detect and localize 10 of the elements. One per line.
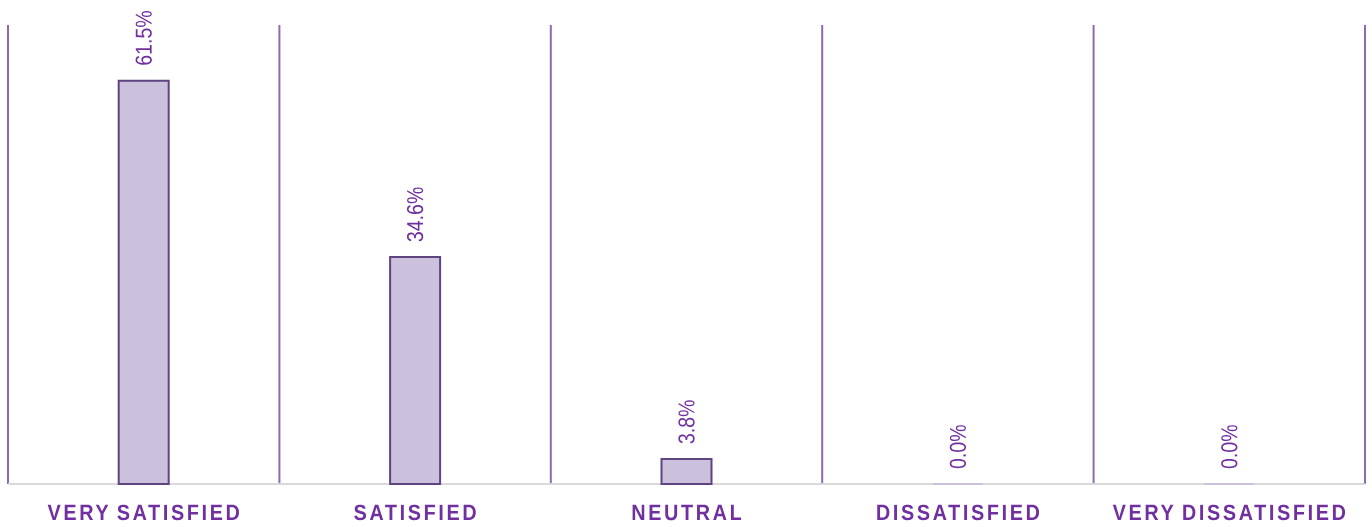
x-tick-label: VERY SATISFIED — [47, 504, 240, 521]
x-tick-label: VERY DISSATISFIED — [1112, 504, 1346, 521]
data-label: 0.0% — [1221, 425, 1238, 469]
data-label: 3.8% — [678, 400, 695, 444]
x-tick-label: DISSATISFIED — [877, 504, 1040, 521]
data-label: 61.5% — [135, 11, 152, 65]
data-label: 34.6% — [406, 187, 424, 242]
data-label: 0.0% — [949, 425, 967, 469]
x-tick-label: NEUTRAL — [632, 504, 742, 521]
x-tick-label: SATISFIED — [354, 504, 476, 521]
